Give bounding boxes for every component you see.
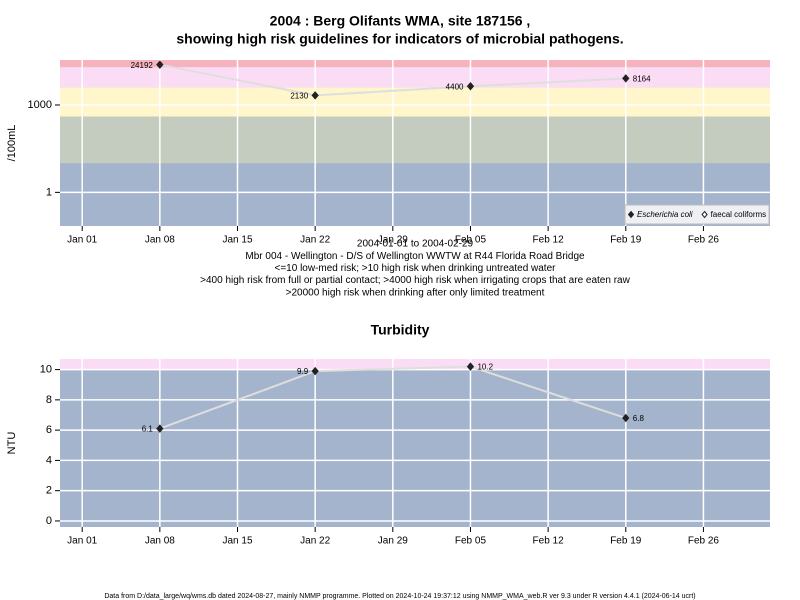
note: <=10 low-med risk; >10 high risk when dr…	[275, 263, 557, 274]
risk-band	[60, 359, 770, 370]
note: 2004-01-01 to 2004-02-29	[357, 239, 474, 250]
legend-label: Escherichia coli	[637, 210, 693, 219]
chart-title: showing high risk guidelines for indicat…	[176, 31, 623, 47]
y-tick-label: 8	[46, 394, 52, 406]
legend-box	[624, 204, 770, 225]
y-tick-label: 4	[46, 454, 52, 466]
y-tick-label: 1000	[28, 99, 52, 111]
x-tick-label: Jan 29	[378, 235, 408, 246]
data-point	[311, 366, 319, 376]
chart-title: Turbidity	[371, 322, 430, 338]
data-point	[466, 81, 475, 91]
x-tick-label: Feb 05	[455, 235, 487, 246]
y-axis-label: /100mL	[6, 125, 18, 162]
data-label: 4400	[446, 82, 464, 91]
x-tick-label: Jan 22	[300, 235, 330, 246]
data-label: 8164	[633, 75, 651, 84]
y-tick-label: 2	[46, 485, 52, 497]
series-line	[159, 365, 627, 430]
data-point	[622, 74, 630, 83]
y-tick-label: 6	[46, 424, 52, 436]
y-tick-label: 1	[46, 186, 52, 198]
data-label: 6.1	[142, 425, 154, 434]
x-tick-label: Jan 01	[67, 536, 97, 547]
x-tick-label: Feb 05	[455, 536, 487, 547]
series-line	[159, 63, 626, 97]
legend-marker	[701, 210, 708, 219]
data-label: 24192	[131, 61, 154, 70]
data-point	[156, 424, 164, 433]
x-tick-label: Feb 12	[533, 536, 565, 547]
legend-label: faecal coliforms	[711, 210, 767, 219]
y-tick-label: 10	[40, 364, 52, 376]
data-label: 10.2	[477, 363, 493, 372]
x-tick-label: Feb 12	[533, 235, 565, 246]
data-label: 9.9	[297, 367, 309, 376]
x-tick-label: Jan 08	[145, 235, 175, 246]
x-tick-label: Feb 19	[610, 536, 642, 547]
x-tick-label: Jan 15	[222, 235, 252, 246]
x-tick-label: Feb 26	[688, 536, 720, 547]
x-tick-label: Feb 19	[610, 235, 642, 246]
data-point	[466, 362, 475, 371]
data-point	[622, 413, 630, 423]
footer: Data from D:/data_large/wq/wms.db dated …	[104, 593, 695, 600]
note: Mbr 004 - Wellington - D/S of Wellington…	[245, 251, 585, 262]
data-point	[156, 60, 164, 69]
data-label: 6.8	[633, 414, 645, 423]
x-tick-label: Jan 29	[378, 536, 408, 547]
x-tick-label: Jan 08	[145, 536, 175, 547]
risk-band	[60, 67, 770, 88]
risk-band	[60, 60, 770, 68]
x-tick-label: Jan 22	[300, 536, 330, 547]
note: >20000 high risk when drinking after onl…	[286, 287, 545, 298]
data-point	[311, 91, 319, 100]
y-tick-label: 0	[46, 515, 52, 527]
x-tick-label: Jan 15	[222, 536, 252, 547]
risk-band	[60, 116, 770, 164]
y-axis-label: NTU	[6, 432, 18, 455]
data-label: 2130	[290, 92, 308, 101]
chart-title: 2004 : Berg Olifants WMA, site 187156 ,	[270, 13, 531, 29]
x-tick-label: Feb 26	[688, 235, 720, 246]
note: >400 high risk from full or partial cont…	[200, 275, 630, 286]
legend-marker	[627, 210, 635, 219]
band-base	[60, 359, 770, 527]
risk-band	[60, 87, 770, 117]
x-tick-label: Jan 01	[67, 235, 97, 246]
